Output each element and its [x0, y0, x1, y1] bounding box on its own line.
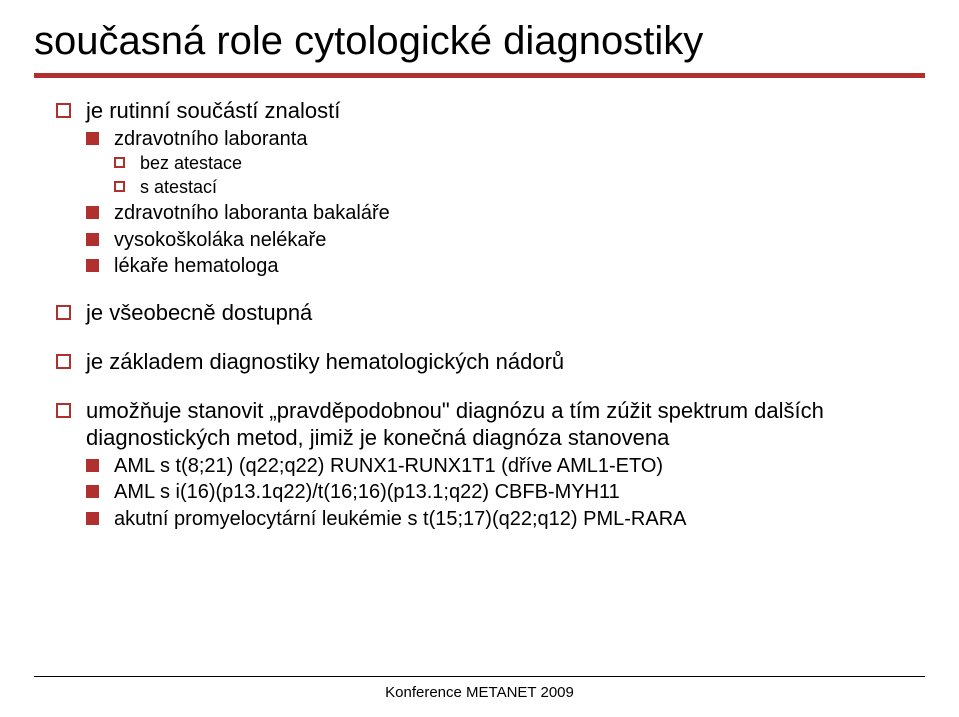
hollow-box-icon — [114, 157, 125, 168]
bullet-text: je rutinní součástí znalostí — [86, 98, 340, 123]
bullet-text: lékaře hematologa — [114, 255, 279, 277]
filled-square-icon — [86, 512, 99, 525]
hollow-box-icon — [56, 354, 71, 369]
bullet-text: je základem diagnostiky hematologických … — [86, 349, 564, 374]
bullet-text: AML s t(8;21) (q22;q22) RUNX1-RUNX1T1 (d… — [114, 455, 663, 477]
bullet-text: zdravotního laboranta bakaláře — [114, 202, 390, 224]
bullet-text: AML s i(16)(p13.1q22)/t(16;16)(p13.1;q22… — [114, 481, 620, 503]
bullet-text: zdravotního laboranta — [114, 128, 307, 150]
footer-rule — [34, 676, 925, 677]
filled-square-icon — [86, 459, 99, 472]
bullet-generally-available: je všeobecně dostupná — [56, 300, 925, 327]
subbullet-hematologist: lékaře hematologa — [86, 254, 925, 278]
spacer — [56, 327, 925, 341]
bullet-probable-diagnosis: umožňuje stanovit „pravděpodobnou" diagn… — [56, 398, 925, 452]
bullet-text: umožňuje stanovit „pravděpodobnou" diagn… — [86, 398, 824, 450]
spacer — [56, 376, 925, 390]
hollow-box-icon — [56, 403, 71, 418]
footer-text: Konference METANET 2009 — [0, 684, 959, 701]
subbullet-aml-t821: AML s t(8;21) (q22;q22) RUNX1-RUNX1T1 (d… — [86, 454, 925, 478]
bullet-text: s atestací — [140, 177, 217, 197]
bullet-routine-knowledge: je rutinní součástí znalostí — [56, 98, 925, 125]
content-area: je rutinní součástí znalostí zdravotního… — [34, 98, 925, 531]
slide-title: současná role cytologické diagnostiky — [34, 18, 925, 65]
filled-square-icon — [86, 485, 99, 498]
hollow-box-icon — [56, 103, 71, 118]
slide: současná role cytologické diagnostiky je… — [0, 0, 959, 717]
bullet-text: vysokoškoláka nelékaře — [114, 229, 326, 251]
subbullet-bachelor: zdravotního laboranta bakaláře — [86, 201, 925, 225]
bullet-text: bez atestace — [140, 153, 242, 173]
subbullet-lab-tech: zdravotního laboranta — [86, 127, 925, 151]
filled-square-icon — [86, 259, 99, 272]
filled-square-icon — [86, 233, 99, 246]
hollow-box-icon — [56, 305, 71, 320]
subsubbullet-no-attestation: bez atestace — [114, 153, 925, 175]
bullet-diagnostic-basis: je základem diagnostiky hematologických … — [56, 349, 925, 376]
subbullet-aml-i16: AML s i(16)(p13.1q22)/t(16;16)(p13.1;q22… — [86, 480, 925, 504]
subsubbullet-with-attestation: s atestací — [114, 177, 925, 199]
filled-square-icon — [86, 132, 99, 145]
bullet-text: akutní promyelocytární leukémie s t(15;1… — [114, 508, 686, 530]
subbullet-nonmedical: vysokoškoláka nelékaře — [86, 228, 925, 252]
hollow-box-icon — [114, 181, 125, 192]
bullet-text: je všeobecně dostupná — [86, 300, 312, 325]
subbullet-apl: akutní promyelocytární leukémie s t(15;1… — [86, 507, 925, 531]
title-rule — [34, 73, 925, 78]
spacer — [56, 278, 925, 292]
filled-square-icon — [86, 206, 99, 219]
